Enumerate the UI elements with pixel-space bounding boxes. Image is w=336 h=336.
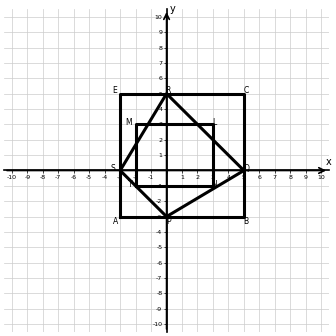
Text: S: S: [111, 164, 116, 173]
Text: B: B: [244, 217, 249, 226]
Text: E: E: [112, 86, 117, 95]
Text: T: T: [128, 180, 132, 189]
Text: P: P: [166, 217, 170, 226]
Text: M: M: [125, 118, 132, 127]
Text: N: N: [212, 180, 217, 189]
Text: x: x: [326, 157, 332, 167]
Text: A: A: [113, 217, 118, 226]
Text: C: C: [244, 86, 249, 95]
Text: y: y: [170, 4, 175, 14]
Text: L: L: [212, 118, 217, 127]
Text: Q: Q: [243, 164, 249, 173]
Text: R: R: [165, 86, 171, 95]
